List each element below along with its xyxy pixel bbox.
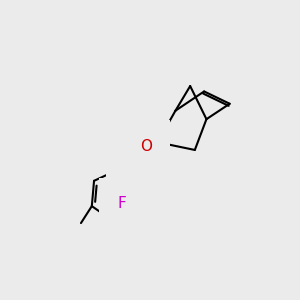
- Text: O: O: [140, 139, 152, 154]
- Text: F: F: [118, 196, 126, 211]
- Text: N: N: [125, 155, 136, 170]
- Text: H: H: [133, 150, 142, 164]
